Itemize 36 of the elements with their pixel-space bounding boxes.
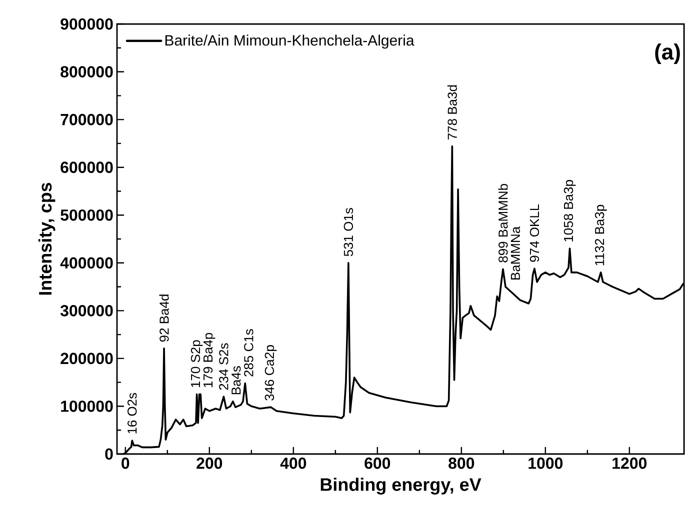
legend-label: Barite/Ain Mimoun-Khenchela-Algeria [165, 34, 414, 49]
annotation: 16 O2s [128, 392, 137, 434]
annotation: (a) [655, 44, 680, 64]
y-tick-label: 400000 [60, 257, 113, 269]
y-tick-label: 300000 [60, 305, 113, 316]
y-tick-label: 700000 [60, 114, 113, 126]
annotation: 170 S2p [190, 340, 203, 388]
annotation: 531 O1s [344, 208, 354, 256]
y-tick-label: 0 [105, 448, 113, 460]
x-tick-label: 200 [196, 458, 222, 469]
y-tick-label: 100000 [61, 400, 113, 412]
annotation: 974 OKLL [530, 204, 540, 262]
x-tick-label: 800 [448, 458, 474, 469]
annotation: 778 Ba3d [447, 85, 457, 140]
annotation: 179 Ba4p [203, 332, 216, 388]
x-tick-label: 400 [280, 458, 306, 469]
y-tick-label: 200000 [60, 352, 113, 364]
x-tick-label: 1200 [612, 458, 647, 469]
annotation: Ba4s [232, 366, 241, 394]
y-axis-title: Intensity, cps [38, 182, 56, 295]
x-tick-label: 1000 [528, 458, 563, 469]
x-axis-title: Binding energy, eV [320, 478, 482, 495]
y-tick-label: 600000 [60, 162, 113, 174]
annotation: 1132 Ba3p [594, 204, 607, 266]
y-tick-label: 900000 [60, 18, 113, 30]
y-tick-label: 800000 [60, 66, 113, 78]
annotation: 92 Ba4d [159, 294, 169, 342]
y-tick-label: 500000 [60, 209, 113, 221]
annotation: 234 S2s [219, 343, 228, 390]
annotation: 1058 Ba3p [564, 180, 576, 242]
x-tick-label: 600 [364, 458, 390, 469]
annotation: 346 Ca2p [264, 345, 277, 400]
annotation: BaMMNa [510, 226, 520, 280]
annotation: 285 C1s [244, 329, 254, 376]
annotation: 899 BaMMNb [498, 184, 508, 262]
x-tick-label: 0 [122, 458, 130, 469]
